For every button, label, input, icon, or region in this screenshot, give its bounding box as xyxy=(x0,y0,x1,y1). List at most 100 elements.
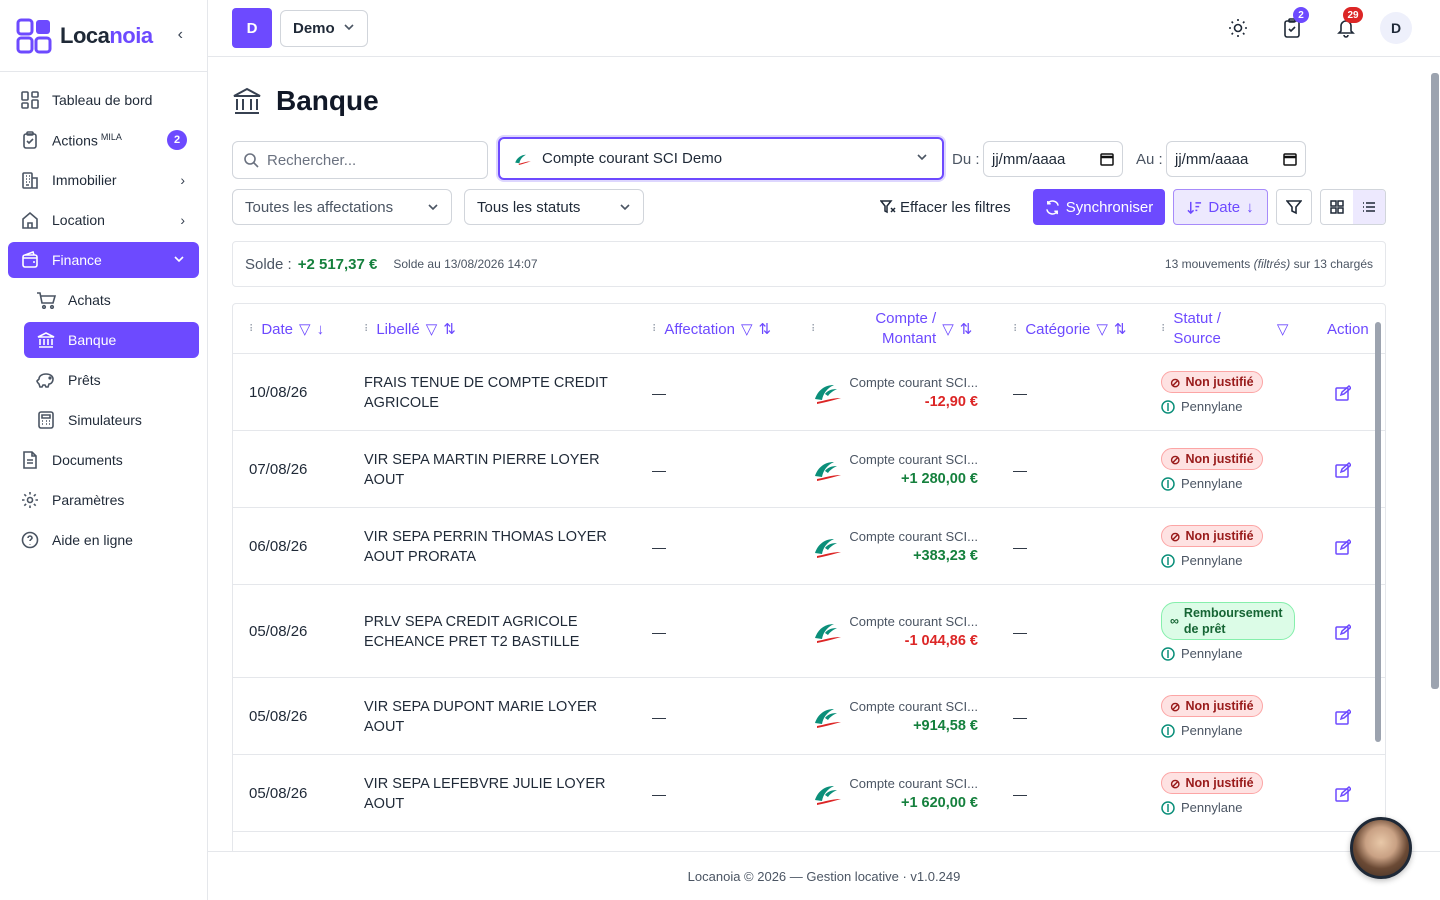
status-badge[interactable]: ⊘ Non justifié xyxy=(1161,371,1263,393)
sun-icon xyxy=(1229,19,1247,37)
filter-icon[interactable]: ▽ xyxy=(942,321,954,338)
sidebar-item-parametres[interactable]: Paramètres xyxy=(8,482,199,518)
drag-handle-icon[interactable]: ⠇ xyxy=(1161,323,1168,335)
edit-button[interactable] xyxy=(1335,508,1351,585)
sidebar-item-immobilier[interactable]: Immobilier › xyxy=(8,162,199,198)
sidebar-item-achats[interactable]: Achats xyxy=(24,282,199,318)
filter-icon[interactable]: ▽ xyxy=(299,321,311,338)
status-badge[interactable]: ∞ Remboursement de prêt xyxy=(1161,602,1295,640)
amount: +914,58 € xyxy=(913,718,978,734)
statut-select[interactable]: Tous les statuts xyxy=(464,189,644,225)
clear-filters-button[interactable]: Effacer les filtres xyxy=(880,189,1011,225)
sort-icon[interactable]: ⇅ xyxy=(959,321,973,338)
col-categorie-header[interactable]: ⠇ Catégorie ▽ ⇅ xyxy=(1013,320,1127,339)
sync-button[interactable]: Synchroniser xyxy=(1033,189,1165,225)
sidebar-item-finance[interactable]: Finance xyxy=(8,242,199,278)
notifications-button[interactable]: 29 xyxy=(1326,7,1366,46)
account-select[interactable]: Compte courant SCI Demo xyxy=(498,137,944,180)
drag-handle-icon[interactable]: ⠇ xyxy=(1013,323,1020,335)
status-badge[interactable]: ⊘ Non justifié xyxy=(1161,772,1263,794)
date-to-input[interactable]: jj/mm/aaaa xyxy=(1166,141,1306,177)
col-statut-header[interactable]: ⠇ Statut / Source ▽ xyxy=(1161,310,1289,347)
app-logo[interactable]: Locanoia ‹ xyxy=(0,0,207,72)
affectation-select[interactable]: Toutes les affectations xyxy=(232,189,452,225)
refresh-icon xyxy=(1045,199,1059,215)
cell-categorie: — xyxy=(1013,708,1027,725)
sidebar-item-simulateurs[interactable]: Simulateurs xyxy=(24,402,199,438)
table-row[interactable]: 10/08/26 FRAIS TENUE DE COMPTE CREDIT AGR… xyxy=(233,354,1385,431)
sidebar-item-prets[interactable]: Prêts xyxy=(24,362,199,398)
sort-icon[interactable]: ⇅ xyxy=(443,321,456,338)
table-row[interactable]: 05/08/26 VIR SEPA LEFEBVRE JULIE LOYER AO… xyxy=(233,755,1385,832)
edit-button[interactable] xyxy=(1335,354,1351,431)
balance-bar: Solde : +2 517,37 € Solde au 13/08/2026 … xyxy=(232,241,1386,287)
entity-avatar[interactable]: D xyxy=(232,8,272,48)
sidebar-item-aide[interactable]: Aide en ligne xyxy=(8,522,199,558)
link-icon: ∞ xyxy=(1170,614,1179,628)
entity-selector[interactable]: Demo xyxy=(280,9,368,47)
sidebar-item-banque[interactable]: Banque xyxy=(24,322,199,358)
credit-agricole-logo-icon xyxy=(813,354,843,431)
theme-toggle-button[interactable] xyxy=(1218,10,1258,46)
sort-icon[interactable]: ⇅ xyxy=(1113,321,1127,338)
status-badge[interactable]: ⊘ Non justifié xyxy=(1161,525,1263,547)
piggy-bank-icon xyxy=(36,370,56,390)
sidebar-item-actions[interactable]: Actions MILA 2 xyxy=(8,122,199,158)
col-libelle-header[interactable]: ⠇ Libellé ▽ ⇅ xyxy=(364,320,456,339)
search-input[interactable]: Rechercher... xyxy=(232,141,488,179)
sidebar-item-location[interactable]: Location › xyxy=(8,202,199,238)
grid-view-button[interactable] xyxy=(1321,190,1353,224)
assistant-avatar-button[interactable] xyxy=(1350,817,1412,879)
table-row[interactable]: 07/08/26 VIR SEPA MARTIN PIERRE LOYER AOU… xyxy=(233,431,1385,508)
edit-button[interactable] xyxy=(1335,755,1351,832)
status-badge[interactable]: ⊘ Non justifié xyxy=(1161,695,1263,717)
col-date-header[interactable]: ⠇ Date ▽ ↓ xyxy=(249,320,325,339)
date-from-placeholder: jj/mm/aaaa xyxy=(992,150,1066,168)
search-placeholder: Rechercher... xyxy=(267,151,357,169)
sidebar-item-documents[interactable]: Documents xyxy=(8,442,199,478)
date-to-placeholder: jj/mm/aaaa xyxy=(1175,150,1249,168)
page-scrollbar[interactable] xyxy=(1431,73,1439,689)
status-badge[interactable]: ⊘ Non justifié xyxy=(1161,448,1263,470)
edit-button[interactable] xyxy=(1335,678,1351,755)
col-affectation-header[interactable]: ⠇ Affectation ▽ ⇅ xyxy=(652,320,772,339)
sort-date-button[interactable]: Date ↓ xyxy=(1173,189,1268,225)
chevron-right-icon: › xyxy=(180,212,185,228)
table-row[interactable]: 05/08/26 VIR SEPA DUPONT MARIE LOYER AOUT… xyxy=(233,678,1385,755)
filter-icon[interactable]: ▽ xyxy=(425,321,438,338)
col-compte-header[interactable]: ⠇ Compte / Montant ▽ ⇅ xyxy=(811,310,973,347)
filter-icon[interactable]: ▽ xyxy=(740,321,753,338)
account-select-value: Compte courant SCI Demo xyxy=(542,150,723,167)
user-avatar[interactable]: D xyxy=(1380,12,1412,44)
cell-categorie: — xyxy=(1013,623,1027,640)
filter-button[interactable] xyxy=(1276,189,1312,225)
chevron-down-icon xyxy=(428,204,438,211)
calculator-icon xyxy=(36,410,56,430)
table-row[interactable]: 06/08/26 VIR SEPA PERRIN THOMAS LOYER AOU… xyxy=(233,508,1385,585)
table-row[interactable]: 05/08/26 PRLV SEPA CREDIT AGRICOLE ECHEAN… xyxy=(233,585,1385,678)
sidebar-item-tableau-de-bord[interactable]: Tableau de bord xyxy=(8,82,199,118)
sidebar-item-label: Prêts xyxy=(68,372,101,388)
table-scrollbar[interactable] xyxy=(1375,322,1381,742)
edit-icon xyxy=(1335,785,1351,802)
sort-icon[interactable]: ⇅ xyxy=(758,321,772,338)
drag-handle-icon[interactable]: ⠇ xyxy=(652,323,659,335)
filter-icon[interactable]: ▽ xyxy=(1096,321,1108,338)
edit-button[interactable] xyxy=(1335,431,1351,508)
page-title: Banque xyxy=(276,85,379,116)
list-view-button[interactable] xyxy=(1353,190,1385,224)
sort-label: Date xyxy=(1208,198,1241,216)
filter-icon[interactable]: ▽ xyxy=(1276,321,1289,338)
amount: -1 044,86 € xyxy=(904,633,978,649)
date-from-input[interactable]: jj/mm/aaaa xyxy=(983,141,1123,177)
collapse-sidebar-icon[interactable]: ‹ xyxy=(177,26,183,43)
sidebar-item-label: Immobilier xyxy=(52,172,117,188)
drag-handle-icon[interactable]: ⠇ xyxy=(364,323,371,335)
bank-icon xyxy=(36,330,56,350)
drag-handle-icon[interactable]: ⠇ xyxy=(249,323,256,335)
drag-handle-icon[interactable]: ⠇ xyxy=(811,323,818,335)
sort-desc-icon[interactable]: ↓ xyxy=(316,320,325,338)
tasks-button[interactable]: 2 xyxy=(1272,7,1312,46)
sidebar-item-label: Aide en ligne xyxy=(52,532,133,548)
edit-button[interactable] xyxy=(1335,585,1351,678)
